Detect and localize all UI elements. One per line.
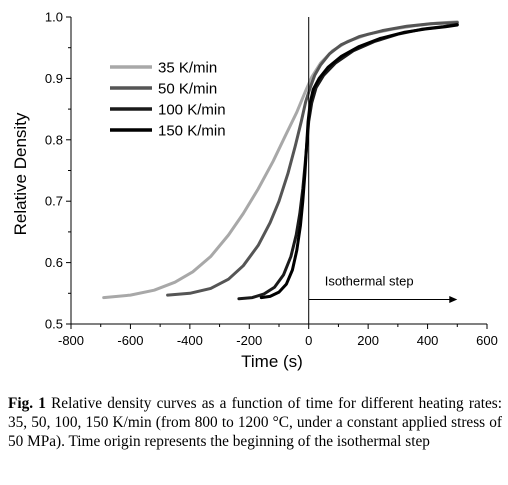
axes: -800 -600 -400 -200 0 200 400 600 0.5 0.6 0.7 0.8 0.…: [45, 10, 498, 349]
x-tick-label: 600: [476, 333, 498, 348]
relative-density-chart: -800 -600 -400 -200 0 200 400 600 0.5 0.6 0.7 0.8 0.…: [11, 10, 498, 372]
legend-label-0: 35 K/min: [158, 60, 217, 77]
caption-label: Fig. 1: [8, 395, 46, 412]
plot-area: [102, 17, 459, 324]
annotation: Isothermal step: [308, 273, 458, 303]
x-tick-label: 200: [357, 333, 379, 348]
y-tick-label: 0.6: [45, 255, 63, 270]
x-tick-label: -400: [177, 333, 203, 348]
y-tick-label: 1.0: [45, 10, 63, 25]
x-tick-label: -600: [117, 333, 143, 348]
series-line-0: [102, 20, 459, 300]
legend-label-1: 50 K/min: [158, 81, 217, 98]
chart-svg: -800 -600 -400 -200 0 200 400 600 0.5 0.6 0.7 0.8 0.…: [11, 10, 498, 372]
legend-label-3: 150 K/min: [158, 123, 226, 140]
annotation-arrow-head-0: [449, 295, 458, 303]
y-tick-label: 0.7: [45, 194, 63, 209]
y-tick-label: 0.5: [45, 317, 63, 332]
x-tick-label: -800: [58, 333, 84, 348]
legend-label-2: 100 K/min: [158, 102, 226, 119]
x-axis-label: Time (s): [241, 352, 303, 371]
x-tick-label: 0: [305, 333, 312, 348]
y-tick-label: 0.8: [45, 132, 63, 147]
x-tick-label: -200: [236, 333, 262, 348]
figure-caption: Fig. 1 Relative density curves as a func…: [8, 394, 502, 451]
legend: 35 K/min 50 K/min 100 K/min 150 K/min: [110, 60, 226, 140]
annotation-label-0: Isothermal step: [325, 273, 414, 288]
x-tick-label: 400: [417, 333, 439, 348]
y-tick-label: 0.9: [45, 71, 63, 86]
caption-text: Relative density curves as a function of…: [8, 395, 502, 450]
y-axis-label: Relative Density: [11, 112, 30, 235]
series-line-1: [166, 21, 459, 297]
